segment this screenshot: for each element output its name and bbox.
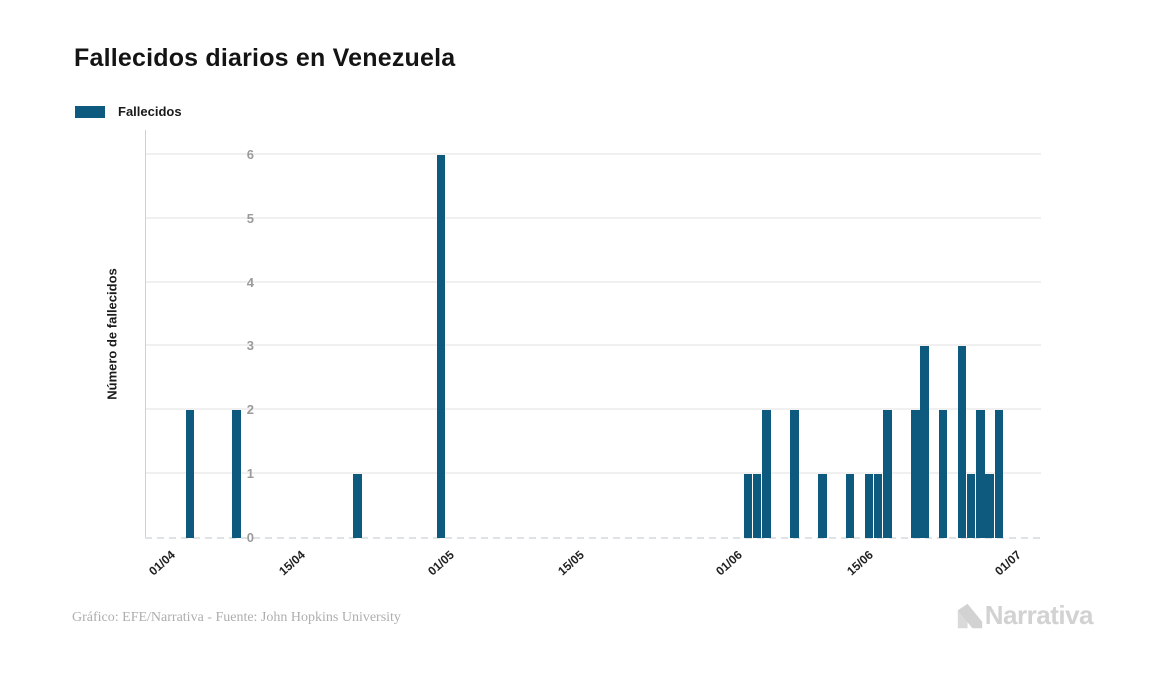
bar-17-06[interactable]: [873, 474, 883, 538]
x-tick-label-15-05: 15/05: [555, 547, 588, 579]
y-tick-label-6: 6: [246, 146, 254, 162]
bar-30-06[interactable]: [994, 410, 1004, 538]
narrativa-logo: Narrativa: [957, 600, 1094, 631]
y-tick-label-1: 1: [246, 466, 254, 482]
x-tick-label-01-07: 01/07: [992, 547, 1025, 579]
gridline-y5: [145, 216, 1041, 219]
y-tick-label-0: 0: [246, 530, 254, 545]
bar-22-04[interactable]: [353, 474, 362, 538]
bar-21-06[interactable]: [911, 410, 920, 538]
bar-16-06[interactable]: [864, 474, 874, 538]
y-axis-line: [145, 130, 146, 538]
gridline-y6: [145, 152, 1041, 155]
bar-27-06[interactable]: [966, 474, 976, 538]
page-title: Fallecidos diarios en Venezuela: [74, 44, 456, 72]
legend-swatch: [75, 105, 105, 118]
y-axis-title: Número de fallecidos: [104, 268, 120, 400]
bar-05-06[interactable]: [762, 410, 771, 538]
bar-24-06[interactable]: [938, 410, 948, 538]
narrativa-n-icon: [957, 603, 982, 628]
x-tick-label-01-04: 01/04: [146, 547, 178, 579]
x-tick-label-01-06: 01/06: [713, 547, 746, 579]
bar-22-06[interactable]: [920, 346, 929, 538]
bar-14-06[interactable]: [845, 474, 855, 538]
gridline-y2: [145, 408, 1041, 411]
bar-09-04[interactable]: [232, 410, 241, 538]
x-tick-label-15-04: 15/04: [276, 547, 309, 579]
y-tick-label-5: 5: [246, 210, 254, 226]
narrativa-logo-text: Narrativa: [984, 600, 1094, 630]
y-tick-label-3: 3: [246, 338, 254, 354]
x-tick-label-15-06: 15/06: [843, 547, 876, 579]
bar-08-06[interactable]: [790, 410, 799, 538]
bar-04-06[interactable]: [752, 474, 762, 538]
legend-label: Fallecidos: [118, 104, 182, 119]
bar-18-06[interactable]: [883, 410, 892, 538]
bar-11-06[interactable]: [818, 474, 827, 538]
bar-04-04[interactable]: [185, 410, 195, 538]
gridline-y1: [145, 472, 1041, 475]
bar-03-06[interactable]: [743, 474, 753, 538]
x-axis-baseline: [145, 537, 1041, 539]
plot-area: [145, 130, 1041, 539]
bar-01-05[interactable]: [436, 154, 446, 538]
y-tick-label-2: 2: [246, 402, 254, 418]
footer-credit: Gráfico: EFE/Narrativa - Fuente: John Ho…: [72, 610, 401, 625]
gridline-y3: [145, 344, 1041, 347]
y-tick-label-4: 4: [246, 274, 254, 290]
bar-26-06[interactable]: [957, 346, 967, 538]
x-tick-label-01-05: 01/05: [425, 547, 457, 579]
bar-29-06[interactable]: [985, 474, 994, 538]
bar-28-06[interactable]: [976, 410, 985, 538]
gridline-y4: [145, 280, 1041, 283]
legend-item-fallecidos[interactable]: Fallecidos: [75, 104, 182, 119]
